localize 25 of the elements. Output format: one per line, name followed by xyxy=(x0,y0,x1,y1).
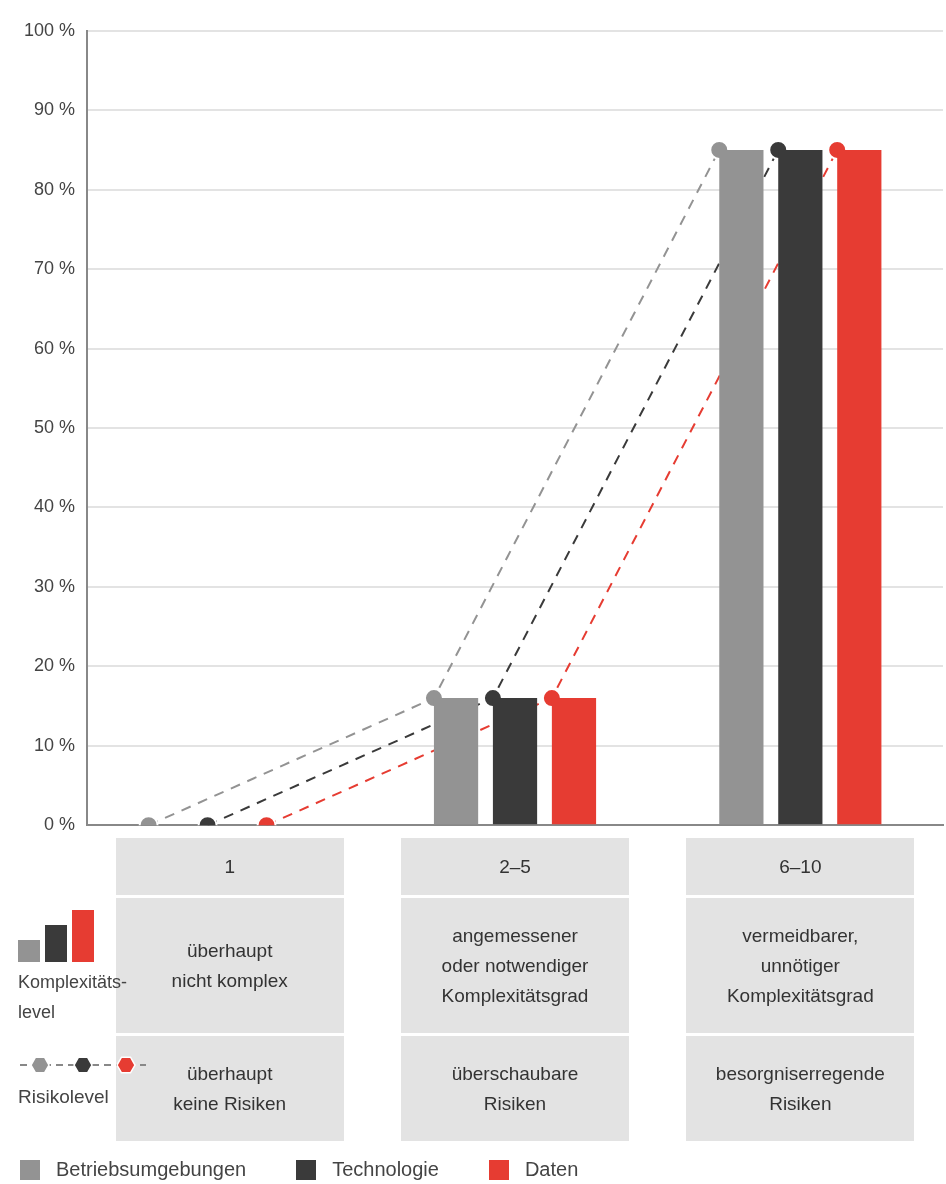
text: Komplexitäts-level xyxy=(18,971,129,1024)
y-tick-label: 0 % xyxy=(44,814,76,835)
y-tick-label: 80 % xyxy=(34,178,76,199)
text: angemessener oder notwendiger Komplexitätsgrad xyxy=(400,898,630,1033)
legend-label: Daten xyxy=(524,1158,579,1181)
y-tick-label: 50 % xyxy=(34,416,76,437)
y-tick-label: 90 % xyxy=(34,99,76,120)
y-tick-label: 100 % xyxy=(23,19,76,40)
x-tick-label: 6–10 xyxy=(686,838,915,895)
x-tick-label: 1 xyxy=(115,838,344,895)
text: vermeidbarer, unnötiger Komplexitätsgrad xyxy=(686,898,915,1033)
legend-label: Betriebsumgebungen xyxy=(56,1158,247,1181)
text: überhaupt nicht komplex xyxy=(171,939,288,991)
y-tick-label: 20 % xyxy=(34,655,76,676)
text: überschaubare Risiken xyxy=(400,1036,630,1141)
y-tick-label: 10 % xyxy=(34,734,76,755)
text: besorgniserregende Risiken xyxy=(686,1036,915,1141)
y-tick-label: 60 % xyxy=(34,337,76,358)
text: Risikolevel xyxy=(18,1086,109,1107)
x-tick-label: 2–5 xyxy=(400,838,630,895)
y-tick-label: 40 % xyxy=(34,496,76,517)
legend-label: Technologie xyxy=(332,1158,439,1181)
text: überhaupt keine Risiken xyxy=(115,1036,344,1141)
y-tick-label: 70 % xyxy=(34,258,76,279)
y-tick-label: 30 % xyxy=(34,575,76,596)
